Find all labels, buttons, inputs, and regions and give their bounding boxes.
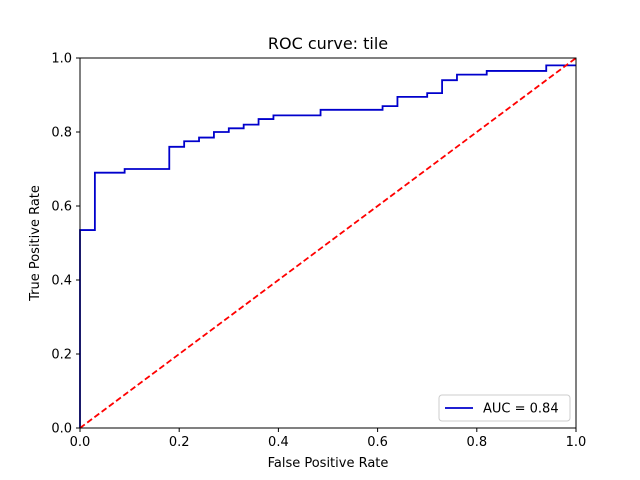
chance-diagonal-line <box>79 57 577 429</box>
y-tick-label: 0.2 <box>51 348 72 363</box>
x-tick-label: 0.4 <box>268 435 289 450</box>
y-tick-label: 0.0 <box>51 422 72 437</box>
roc-curve-line <box>79 64 576 428</box>
legend-box <box>438 394 571 422</box>
x-tick-label: 0.0 <box>70 435 91 450</box>
x-tick-label: 0.2 <box>169 435 190 450</box>
legend-label: AUC = 0.84 <box>483 402 559 417</box>
y-tick-label: 1.0 <box>51 52 72 67</box>
y-axis-label: True Positive Rate <box>28 185 43 302</box>
legend: AUC = 0.84 <box>438 394 571 422</box>
x-axis-label: False Positive Rate <box>268 456 389 471</box>
plot-frame <box>79 57 577 429</box>
y-tick-label: 0.6 <box>51 200 72 215</box>
chart-title: ROC curve: tile <box>268 34 388 53</box>
x-tick-label: 1.0 <box>566 435 587 450</box>
y-tick-label: 0.4 <box>51 274 72 289</box>
x-tick-label: 0.6 <box>367 435 388 450</box>
plot-area <box>79 57 577 429</box>
axis-ticks: 0.0 0.2 0.4 0.6 0.8 1.0 0.0 0.2 0.4 0.6 0.8 1.0 <box>51 52 586 451</box>
x-tick-label: 0.8 <box>466 435 487 450</box>
y-tick-label: 0.8 <box>51 126 72 141</box>
